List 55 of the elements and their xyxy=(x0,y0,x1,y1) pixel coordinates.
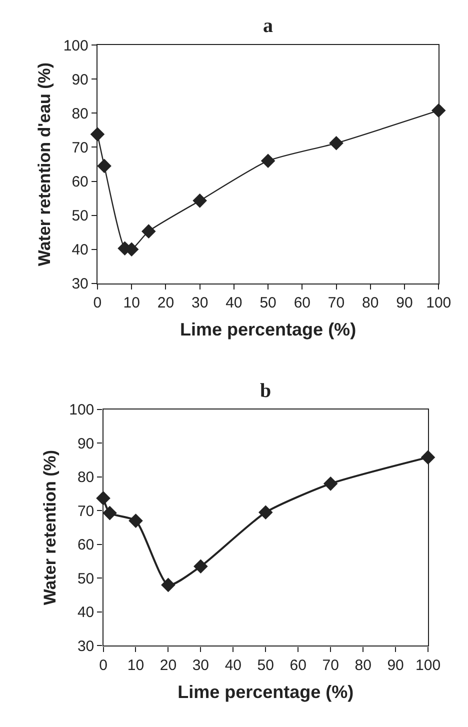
x-tick-label: 30 xyxy=(192,656,210,674)
point xyxy=(192,194,207,208)
x-tick-label: 80 xyxy=(354,656,372,674)
y-tick-label: 80 xyxy=(72,105,88,122)
y-tick-label: 60 xyxy=(72,174,88,191)
x-tick-label: 30 xyxy=(191,294,208,312)
point xyxy=(194,559,208,574)
y-tick-label: 100 xyxy=(69,402,94,419)
y-tick-label: 30 xyxy=(72,276,88,293)
point xyxy=(260,154,276,168)
y-axis-title: Water retention d'eau (%) xyxy=(34,62,54,266)
x-tick-label: 80 xyxy=(362,294,379,312)
x-tick-label: 0 xyxy=(93,294,102,312)
x-tick-label: 0 xyxy=(99,656,108,674)
y-tick-label: 30 xyxy=(77,638,94,655)
x-tick-label: 10 xyxy=(127,656,144,674)
x-tick-label: 50 xyxy=(257,656,274,674)
y-tick-label: 60 xyxy=(77,536,94,554)
x-tick-label: 50 xyxy=(260,294,276,312)
x-tick-label: 70 xyxy=(328,294,345,312)
y-tick-label: 50 xyxy=(77,570,94,588)
x-tick-label: 100 xyxy=(426,294,452,312)
x-tick-label: 90 xyxy=(387,656,404,674)
point xyxy=(329,136,344,150)
y-tick-label: 70 xyxy=(72,139,88,156)
y-tick-label: 100 xyxy=(63,37,88,54)
point xyxy=(141,224,156,238)
x-tick-label: 90 xyxy=(396,294,413,312)
point xyxy=(128,514,143,528)
y-tick-label: 50 xyxy=(72,208,88,225)
x-tick-label: 60 xyxy=(290,656,306,674)
x-tick-label: 20 xyxy=(157,294,174,312)
point xyxy=(323,476,338,491)
x-tick-label: 60 xyxy=(294,294,310,312)
y-tick-label: 40 xyxy=(77,604,94,622)
x-axis-title: Lime percentage (%) xyxy=(180,320,356,340)
y-tick-label: 70 xyxy=(77,502,94,520)
point xyxy=(161,578,176,592)
y-axis-title: Water retention (%) xyxy=(40,450,60,606)
y-tick-label: 90 xyxy=(72,71,88,88)
chart-title: a xyxy=(263,15,273,37)
x-tick-label: 20 xyxy=(160,656,177,674)
y-tick-label: 80 xyxy=(77,469,94,486)
x-axis-title: Lime percentage (%) xyxy=(178,682,354,702)
x-tick-label: 40 xyxy=(224,656,242,674)
x-tick-label: 100 xyxy=(416,656,441,674)
x-tick-label: 70 xyxy=(322,656,339,674)
x-tick-label: 10 xyxy=(123,294,140,312)
point xyxy=(258,505,273,520)
y-tick-label: 90 xyxy=(77,435,94,452)
point xyxy=(102,506,117,520)
chart-title: b xyxy=(260,380,272,402)
x-tick-label: 40 xyxy=(226,294,242,312)
y-tick-label: 40 xyxy=(72,242,88,259)
point xyxy=(97,158,112,174)
